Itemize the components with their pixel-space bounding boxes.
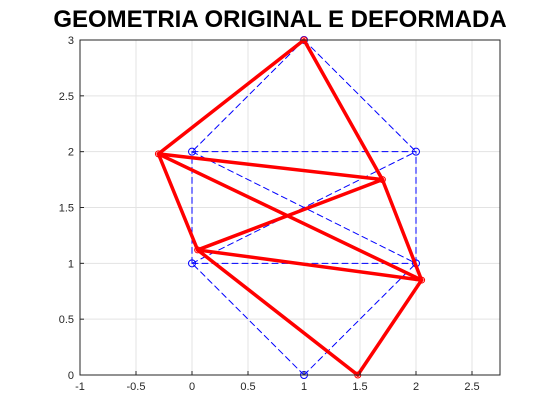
deformed-member-line — [380, 177, 424, 282]
deformed-member-line — [156, 152, 424, 282]
original-member-line — [191, 262, 305, 376]
deformed-member-line — [195, 248, 424, 282]
original-node-point — [412, 147, 420, 156]
deformed-node-point — [194, 246, 202, 254]
original-member-line — [191, 39, 305, 153]
deformed-geometry — [154, 36, 426, 379]
chart-title: GEOMETRIA ORIGINAL E DEFORMADA — [53, 6, 507, 33]
original-node-point — [188, 147, 196, 156]
y-tick-label: 2 — [68, 147, 74, 159]
deformed-member-line — [195, 177, 385, 252]
y-axis: 0 0.5 1 1.5 2 2.5 3 — [59, 35, 84, 382]
original-member-line — [191, 151, 417, 264]
x-tick-label: -1 — [75, 381, 85, 393]
deformed-node-point — [378, 176, 386, 184]
deformed-member-line — [356, 278, 424, 377]
x-tick-label: 1 — [301, 381, 307, 393]
x-tick-label: 2 — [413, 381, 419, 393]
x-tick-label: 1.5 — [352, 381, 367, 393]
original-member-line — [303, 39, 417, 153]
y-tick-label: 0.5 — [59, 314, 74, 326]
deformed-member-line — [156, 152, 385, 182]
x-tick-label: 2.5 — [464, 381, 479, 393]
deformed-member-line — [302, 38, 385, 182]
deformed-member-line — [156, 38, 306, 156]
y-tick-label: 2.5 — [59, 91, 74, 103]
y-tick-label: 3 — [68, 35, 74, 47]
y-tick-label: 1.5 — [59, 203, 74, 215]
y-tick-label: 0 — [68, 370, 74, 382]
deformed-node-point — [154, 150, 162, 158]
x-tick-label: 0 — [189, 381, 195, 393]
deformed-member-line — [156, 152, 200, 252]
deformed-member-line — [195, 248, 360, 377]
original-member-line — [303, 262, 417, 376]
original-node-point — [188, 259, 196, 268]
x-tick-label: -0.5 — [127, 381, 146, 393]
y-tick-label: 1 — [68, 258, 74, 270]
deformed-node-point — [418, 276, 426, 284]
x-tick-label: 0.5 — [240, 381, 255, 393]
x-axis: -1 -0.5 0 0.5 1 1.5 2 2.5 — [75, 371, 480, 393]
